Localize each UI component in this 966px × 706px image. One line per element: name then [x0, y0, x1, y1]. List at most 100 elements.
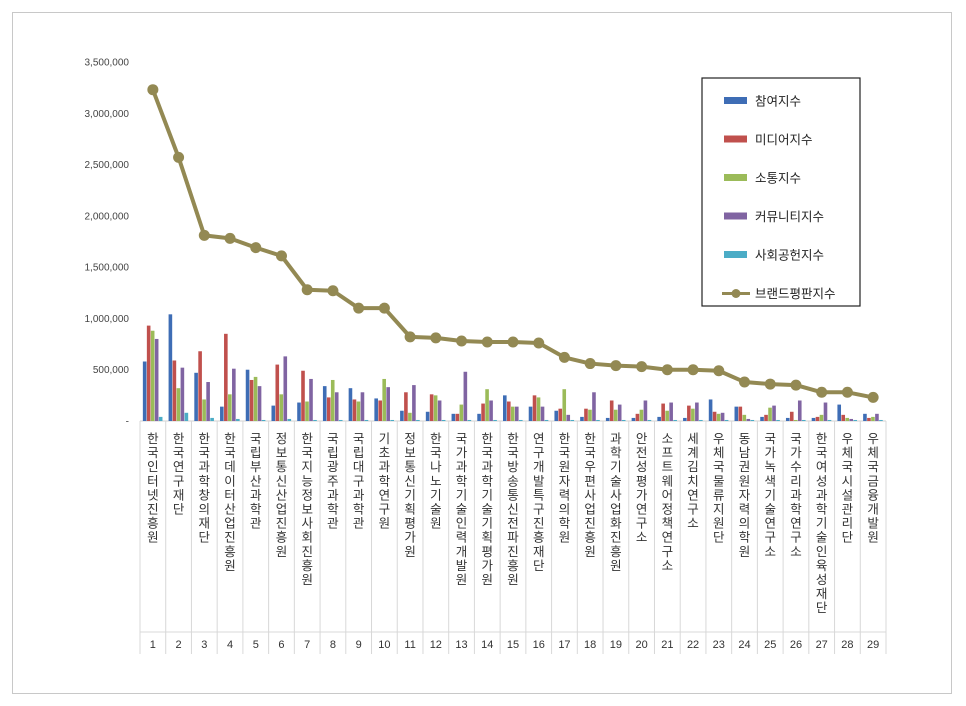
category-label: 재: [533, 544, 545, 559]
bar-사회공헌지수: [467, 419, 472, 421]
category-label: 한: [559, 431, 571, 446]
point-브랜드평판지수: [790, 379, 802, 391]
bar-소통지수: [613, 409, 618, 421]
category-label: 술: [456, 502, 468, 517]
bar-미디어지수: [326, 397, 331, 421]
legend-label: 브랜드평판지수: [755, 286, 836, 301]
category-label: 국: [250, 431, 262, 446]
bar-사회공헌지수: [801, 419, 806, 421]
category-label: 기: [430, 487, 442, 502]
category-label: 개: [867, 502, 879, 517]
bar-커뮤니티지수: [566, 414, 571, 421]
bar-사회공헌지수: [416, 419, 420, 421]
category-label: 원: [430, 516, 442, 531]
category-label: 우: [584, 459, 596, 474]
category-label: 흥: [147, 516, 159, 531]
category-label: 과: [250, 487, 262, 502]
category-label: 정: [662, 502, 674, 517]
bar-참여지수: [245, 369, 250, 421]
category-label: 력: [456, 530, 468, 545]
category-label: 가: [764, 445, 776, 460]
category-label: 국: [867, 459, 879, 474]
bar-참여지수: [811, 417, 816, 421]
y-tick-label: 2,000,000: [85, 211, 130, 222]
category-label: 정: [301, 487, 313, 502]
category-label: 단: [713, 530, 725, 545]
category-label: 립: [353, 445, 365, 460]
category-label: 부: [250, 459, 262, 474]
category-label: 기: [482, 487, 494, 502]
bar-참여지수: [194, 372, 198, 421]
bar-사회공헌지수: [724, 419, 729, 421]
bar-사회공헌지수: [879, 419, 883, 421]
legend-label: 미디어지수: [755, 132, 813, 147]
category-label: 화: [610, 516, 622, 531]
bar-참여지수: [657, 416, 661, 421]
category-label: 소: [636, 530, 648, 545]
bar-커뮤니티지수: [823, 402, 828, 421]
rank-label: 7: [304, 639, 310, 651]
category-label: 흥: [533, 530, 545, 545]
category-label: 원: [739, 544, 751, 559]
category-label: 구: [533, 502, 545, 517]
category-label: 학: [353, 502, 365, 517]
bar-소통지수: [228, 394, 232, 421]
bar-소통지수: [382, 378, 386, 421]
category-label: 흥: [507, 558, 519, 573]
category-label: 국: [224, 445, 236, 460]
bar-커뮤니티지수: [334, 392, 339, 421]
category-label: 재: [816, 586, 828, 601]
category-label: 원: [559, 459, 571, 474]
rank-label: 26: [790, 639, 802, 651]
rank-label: 5: [253, 639, 259, 651]
bar-커뮤니티지수: [772, 405, 776, 421]
category-label: 진: [610, 530, 622, 545]
bar-소통지수: [536, 397, 541, 421]
category-label: 과: [379, 459, 391, 474]
category-label: 개: [533, 459, 545, 474]
point-브랜드평판지수: [147, 84, 159, 96]
rank-label: 22: [687, 639, 699, 651]
category-label: 기: [379, 431, 391, 446]
category-label: 세: [687, 431, 699, 446]
category-label: 진: [147, 502, 159, 517]
category-label: 단: [173, 502, 185, 517]
bar-소통지수: [871, 416, 875, 421]
bar-미디어지수: [841, 414, 846, 421]
category-label: 흥: [276, 530, 288, 545]
bar-커뮤니티지수: [643, 400, 648, 421]
category-label: 국: [764, 431, 776, 446]
category-label: 노: [430, 473, 442, 488]
bar-미디어지수: [867, 417, 871, 421]
category-label: 연: [379, 487, 391, 502]
category-label: 녹: [764, 459, 776, 474]
category-label: 사: [301, 516, 313, 531]
category-label: 원: [559, 530, 571, 545]
category-label: 융: [867, 487, 879, 502]
category-label: 원: [147, 530, 159, 545]
bar-사회공헌지수: [158, 416, 163, 421]
category-label: 원: [456, 572, 468, 587]
category-label: 성: [816, 572, 828, 587]
bar-사회공헌지수: [313, 419, 317, 421]
category-label: 인: [816, 544, 828, 559]
category-label: 설: [842, 487, 854, 502]
rank-label: 20: [635, 639, 647, 651]
bar-소통지수: [793, 419, 798, 421]
bar-소통지수: [305, 401, 309, 421]
category-label: 국: [713, 459, 725, 474]
category-label: 흥: [224, 544, 236, 559]
category-label: 과: [816, 487, 828, 502]
point-브랜드평판지수: [173, 151, 185, 163]
category-label: 단: [842, 530, 854, 545]
category-label: 권: [739, 459, 751, 474]
category-label: 전: [507, 516, 519, 531]
category-label: 수: [790, 459, 802, 474]
bar-커뮤니티지수: [797, 400, 802, 421]
category-label: 학: [250, 502, 262, 517]
point-브랜드평판지수: [507, 336, 519, 348]
legend-label: 사회공헌지수: [755, 248, 824, 263]
category-label: 과: [610, 431, 622, 446]
category-label: 기: [764, 487, 776, 502]
category-label: 업: [276, 502, 288, 517]
